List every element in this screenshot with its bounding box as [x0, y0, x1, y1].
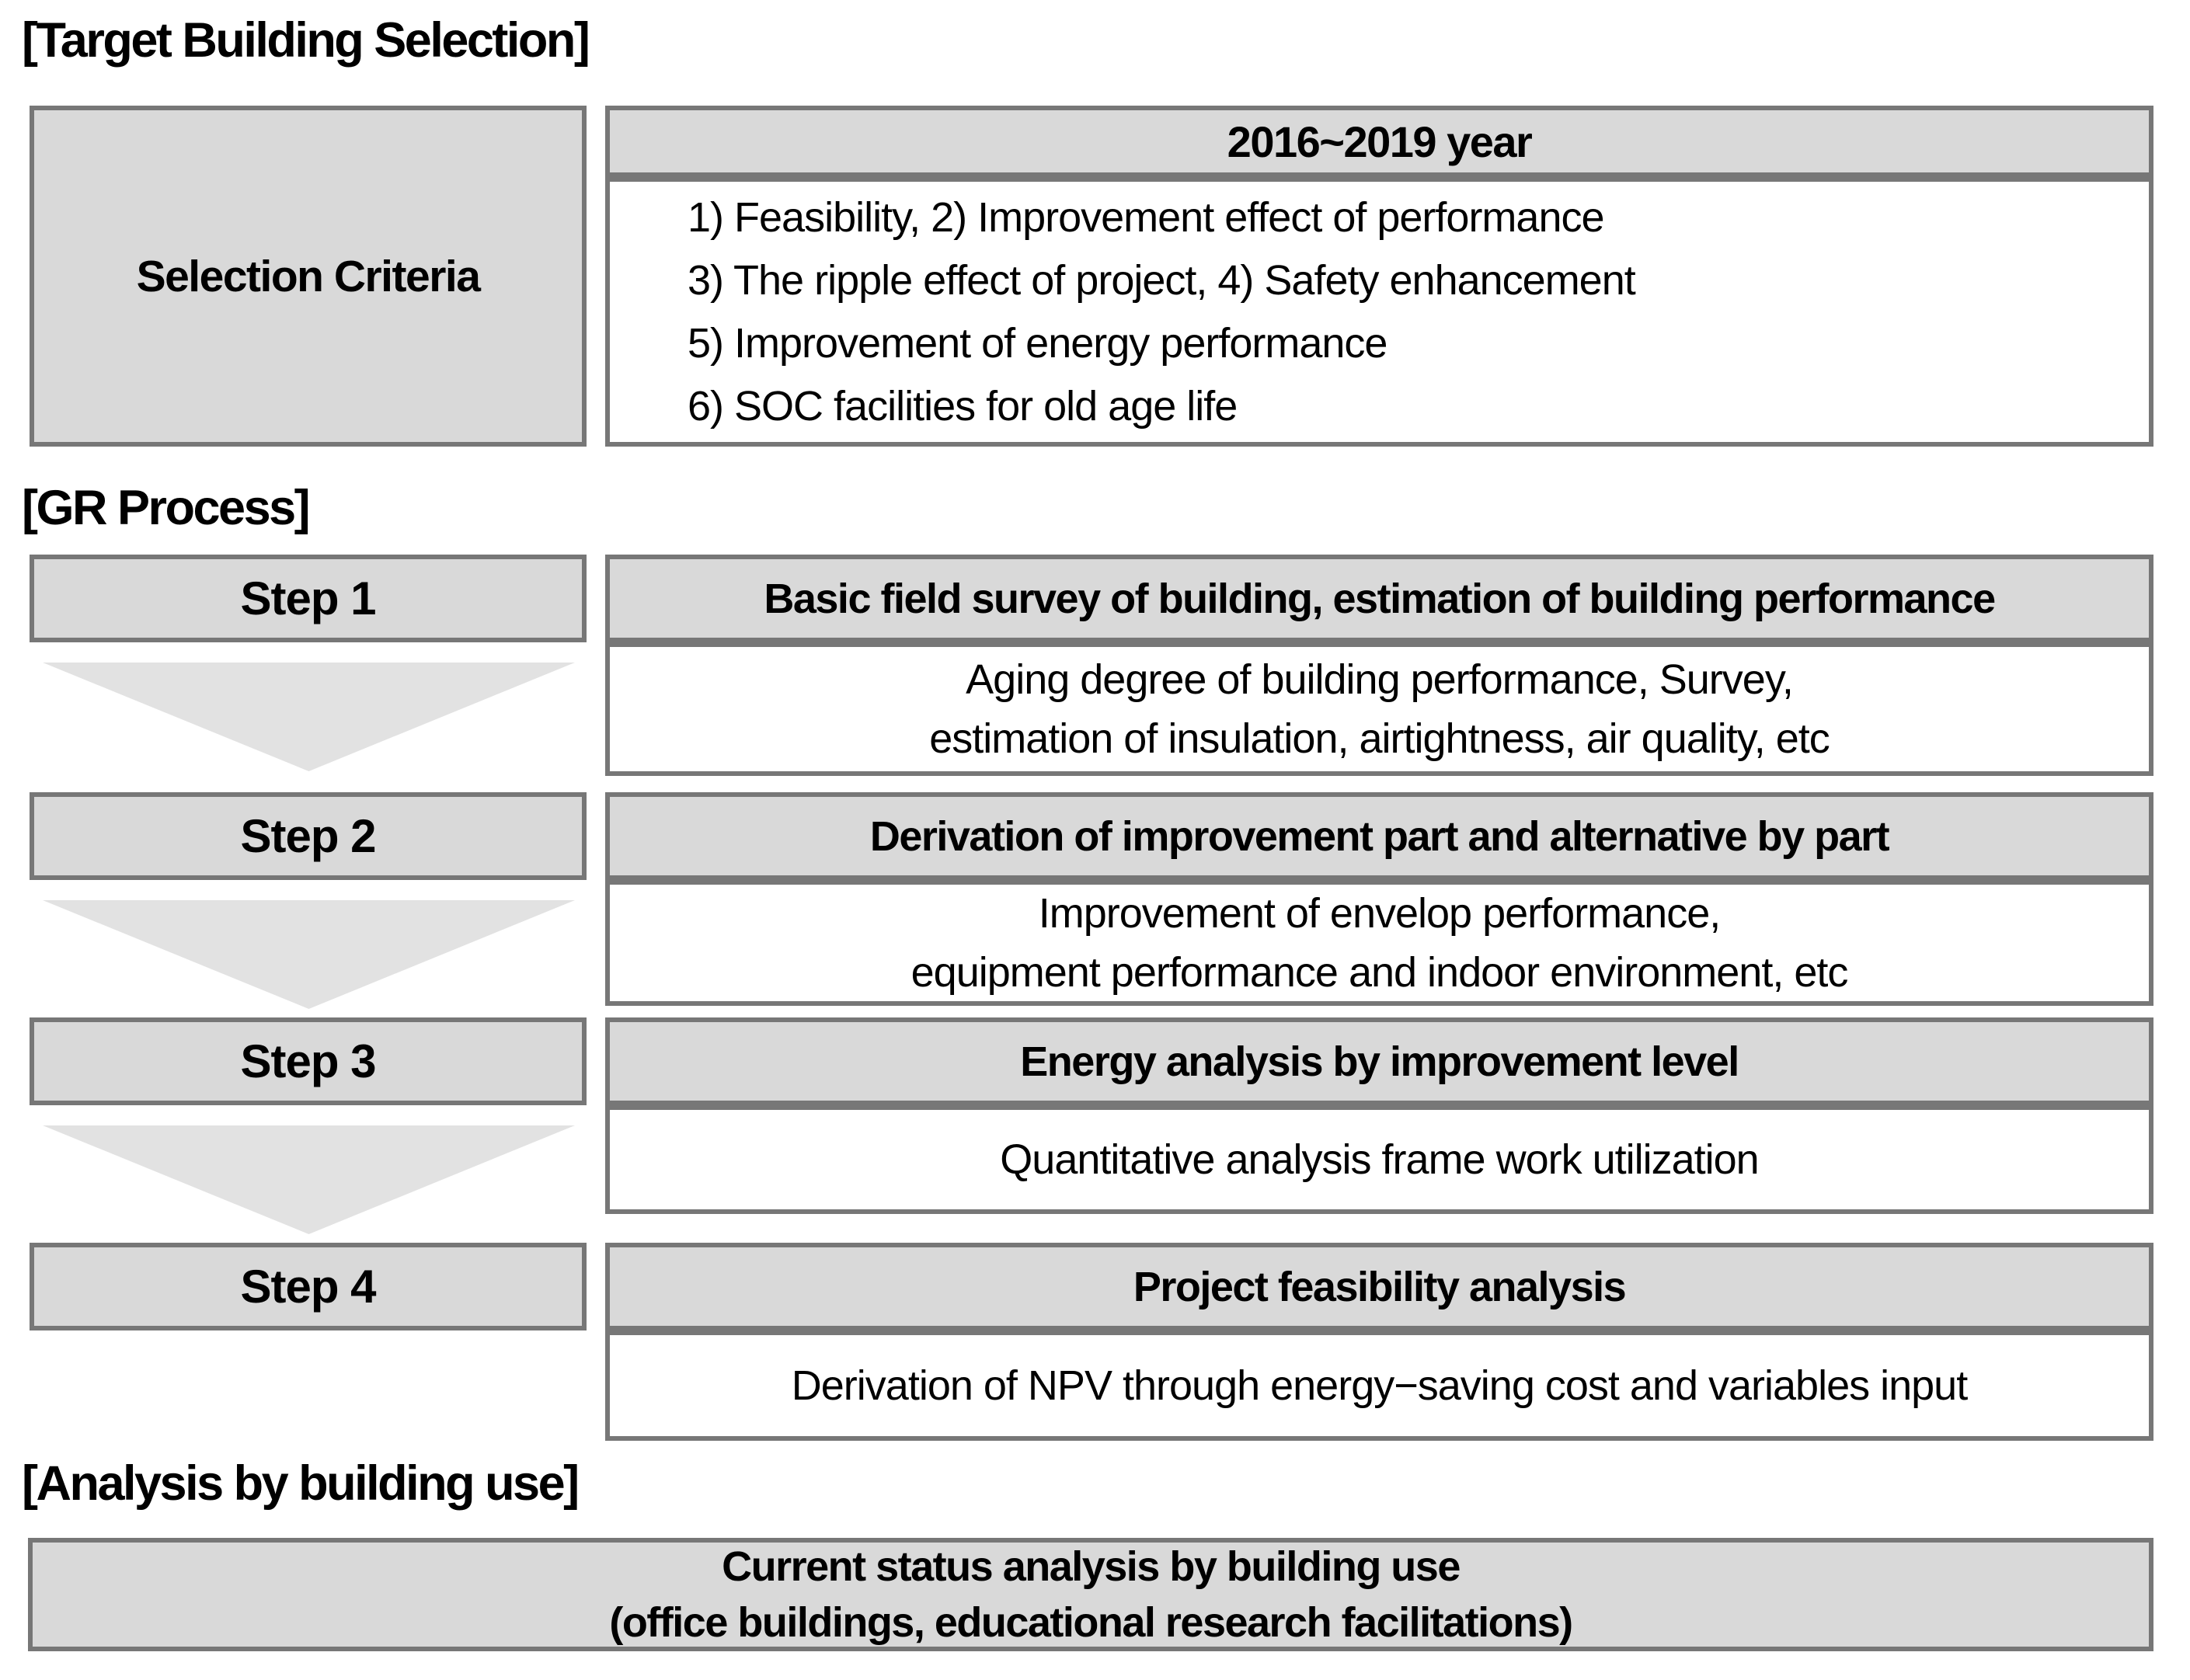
period-header-label: 2016~2019 year	[1227, 117, 1533, 166]
step-1-box: Step 1	[30, 555, 587, 642]
step-2-detail-line: equipment performance and indoor environ…	[910, 949, 1849, 996]
criteria-line: 1) Feasibility, 2) Improvement effect of…	[688, 193, 1605, 241]
step-3-detail-box: Quantitative analysis frame work utiliza…	[605, 1105, 2153, 1214]
step-2-header-label: Derivation of improvement part and alter…	[869, 812, 1890, 860]
section-title-gr-process: [GR Process]	[22, 481, 311, 535]
step-4-header-label: Project feasibility analysis	[1133, 1263, 1627, 1310]
step-4-detail-box: Derivation of NPV through energy−saving …	[605, 1330, 2153, 1441]
step-3-label: Step 3	[240, 1035, 376, 1087]
period-header-cell: 2016~2019 year	[605, 106, 2153, 177]
section-title-analysis-by-building-use: [Analysis by building use]	[22, 1456, 580, 1511]
criteria-list-cell: 1) Feasibility, 2) Improvement effect of…	[605, 177, 2153, 447]
down-arrow-icon	[43, 900, 575, 1009]
step-1-detail-line: estimation of insulation, airtightness, …	[929, 715, 1830, 762]
current-status-line: Current status analysis by building use	[722, 1543, 1461, 1590]
step-4-detail-line: Derivation of NPV through energy−saving …	[791, 1362, 1968, 1409]
criteria-line: 5) Improvement of energy performance	[688, 319, 1387, 367]
current-status-box: Current status analysis by building use …	[28, 1538, 2153, 1651]
step-3-detail-line: Quantitative analysis frame work utiliza…	[1000, 1136, 1759, 1183]
selection-criteria-label: Selection Criteria	[136, 251, 481, 301]
step-3-box: Step 3	[30, 1017, 587, 1105]
step-4-header-box: Project feasibility analysis	[605, 1243, 2153, 1330]
section-title-target-building-selection: [Target Building Selection]	[22, 13, 590, 68]
step-2-detail-line: Improvement of envelop performance,	[1038, 890, 1721, 937]
step-2-box: Step 2	[30, 792, 587, 880]
step-3-header-label: Energy analysis by improvement level	[1020, 1038, 1739, 1085]
step-2-detail-box: Improvement of envelop performance, equi…	[605, 880, 2153, 1006]
step-4-label: Step 4	[240, 1261, 376, 1313]
step-2-label: Step 2	[240, 810, 376, 862]
step-2-header-box: Derivation of improvement part and alter…	[605, 792, 2153, 880]
step-1-header-label: Basic field survey of building, estimati…	[764, 575, 1996, 622]
step-1-label: Step 1	[240, 572, 376, 624]
down-arrow-icon	[43, 663, 575, 771]
criteria-line: 3) The ripple effect of project, 4) Safe…	[688, 256, 1636, 304]
step-1-detail-box: Aging degree of building performance, Su…	[605, 642, 2153, 776]
down-arrow-icon	[43, 1125, 575, 1234]
step-4-box: Step 4	[30, 1243, 587, 1330]
step-1-detail-line: Aging degree of building performance, Su…	[966, 656, 1794, 703]
step-1-header-box: Basic field survey of building, estimati…	[605, 555, 2153, 642]
selection-criteria-cell: Selection Criteria	[30, 106, 587, 447]
criteria-line: 6) SOC facilities for old age life	[688, 382, 1238, 430]
current-status-line: (office buildings, educational research …	[609, 1599, 1573, 1646]
step-3-header-box: Energy analysis by improvement level	[605, 1017, 2153, 1105]
